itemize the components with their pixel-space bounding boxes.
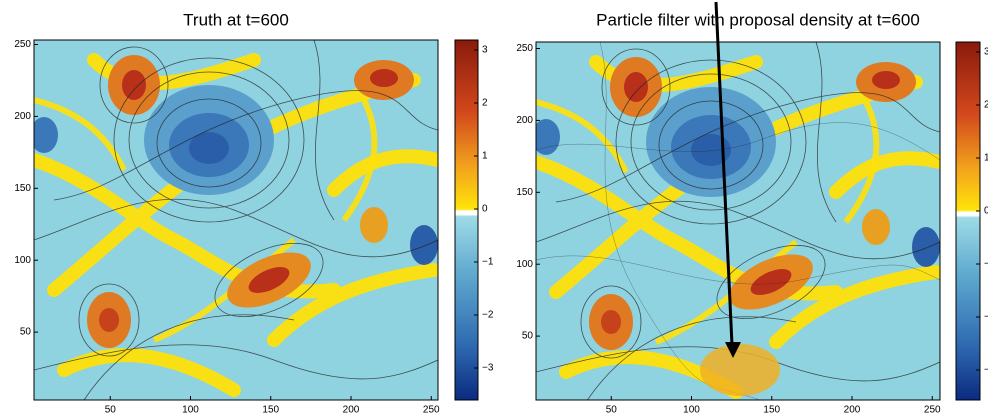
x-tick-label: 100 — [683, 405, 700, 416]
x-tick-label: 100 — [182, 405, 199, 416]
colorbar — [955, 41, 981, 401]
y-tick-label: 50 — [20, 327, 32, 338]
contour-field — [30, 40, 438, 400]
panel-title: Particle filter with proposal density at… — [596, 10, 920, 29]
x-tick-label: 150 — [763, 405, 780, 416]
colorbar-tick-label: 3 — [482, 45, 488, 56]
axes-frame — [535, 41, 941, 401]
colorbar-tick-label: 1 — [482, 151, 488, 162]
y-tick-label: 250 — [516, 43, 533, 54]
x-tick-label: 250 — [924, 405, 941, 416]
colorbar-tick-label: −2 — [482, 310, 494, 321]
x-tick-label: 250 — [423, 405, 440, 416]
colorbar-tick-label: −3 — [482, 363, 494, 374]
x-tick-label: 200 — [844, 405, 861, 416]
contour-field — [536, 42, 940, 400]
colorbar-tick-label: −1 — [482, 257, 494, 268]
colorbar-tick-label: 0 — [984, 206, 988, 217]
x-tick-label: 150 — [262, 405, 279, 416]
colorbar-tick-label: 0 — [482, 204, 488, 215]
x-tick-label: 50 — [105, 405, 117, 416]
y-tick-label: 200 — [516, 115, 533, 126]
y-tick-label: 100 — [516, 259, 533, 270]
colorbar-tick-label: −2 — [984, 312, 988, 323]
y-tick-label: 150 — [516, 187, 533, 198]
y-tick-label: 100 — [14, 255, 31, 266]
y-tick-label: 150 — [14, 183, 31, 194]
y-tick-label: 250 — [14, 39, 31, 50]
y-tick-label: 50 — [522, 331, 534, 342]
x-tick-label: 200 — [343, 405, 360, 416]
y-tick-label: 200 — [14, 111, 31, 122]
panel-title: Truth at t=600 — [183, 10, 289, 29]
axes-frame — [33, 39, 439, 401]
x-tick-label: 50 — [606, 405, 618, 416]
colorbar-tick-label: 2 — [984, 100, 988, 111]
colorbar-tick-label: 1 — [984, 153, 988, 164]
colorbar — [454, 39, 479, 401]
colorbar-tick-label: 3 — [984, 47, 988, 58]
colorbar-tick-label: −1 — [984, 259, 988, 270]
arrow — [714, 1, 741, 358]
colorbar-tick-label: −3 — [984, 365, 988, 376]
colorbar-tick-label: 2 — [482, 98, 488, 109]
